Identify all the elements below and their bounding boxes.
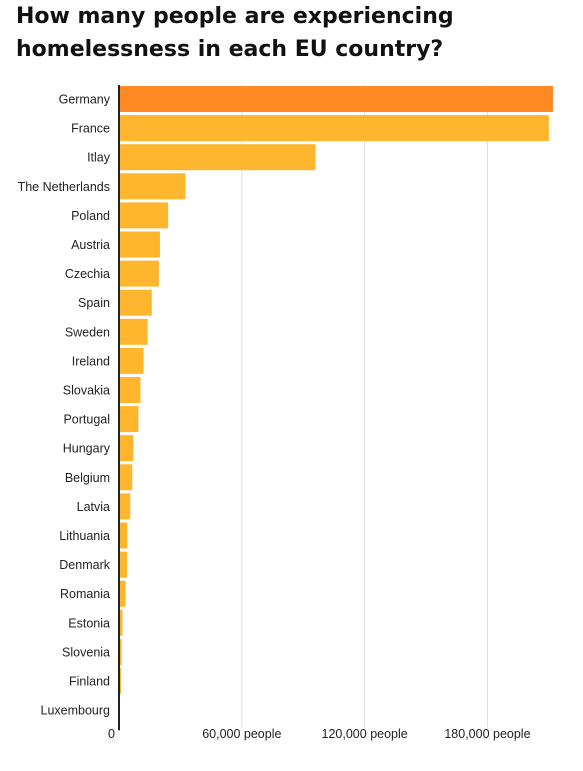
- bar-finland: [119, 668, 122, 694]
- bar-the-netherlands: [119, 173, 186, 200]
- category-label: The Netherlands: [18, 180, 110, 194]
- bar-slovenia: [119, 638, 122, 665]
- x-tick-label: 180,000 people: [444, 727, 530, 741]
- bar-itlay: [119, 144, 316, 171]
- x-axis-ticks: 0 60,000 people 120,000 people 180,000 peop…: [108, 727, 531, 741]
- category-label: Denmark: [59, 558, 110, 572]
- category-label: Belgium: [65, 471, 110, 485]
- bar-czechia: [119, 260, 159, 287]
- gridlines: [241, 85, 488, 728]
- bars: [119, 86, 553, 724]
- bar-romania: [119, 580, 126, 607]
- category-label: Czechia: [65, 267, 110, 281]
- x-tick-label: 0: [108, 727, 115, 741]
- bar-slovakia: [119, 377, 141, 403]
- category-label: Hungary: [63, 442, 111, 456]
- bar-belgium: [119, 464, 133, 491]
- bar-spain: [119, 289, 152, 316]
- category-label: Poland: [71, 209, 110, 223]
- category-label: Sweden: [65, 325, 110, 339]
- category-label: France: [71, 122, 110, 136]
- category-labels: Germany France Itlay The Netherlands Poland A…: [18, 93, 111, 718]
- bar-sweden: [119, 318, 148, 345]
- bar-hungary: [119, 435, 134, 462]
- category-label: Slovakia: [63, 384, 110, 398]
- category-label: Slovenia: [62, 645, 110, 659]
- bar-france: [119, 115, 549, 142]
- bar-denmark: [119, 551, 127, 578]
- bar-estonia: [119, 609, 123, 636]
- bar-poland: [119, 202, 169, 229]
- bar-lithuania: [119, 522, 128, 549]
- chart-title: How many people are experiencing homeles…: [16, 4, 454, 62]
- category-label: Spain: [78, 296, 110, 310]
- x-tick-label: 120,000 people: [322, 727, 408, 741]
- category-label: Portugal: [63, 413, 110, 427]
- category-label: Ireland: [72, 354, 110, 368]
- category-label: Itlay: [87, 151, 111, 165]
- category-label: Estonia: [68, 616, 110, 630]
- x-tick-label: 60,000 people: [202, 727, 281, 741]
- bar-ireland: [119, 347, 144, 374]
- category-label: Luxembourg: [41, 704, 111, 718]
- bar-latvia: [119, 493, 131, 520]
- category-label: Finland: [69, 675, 110, 689]
- bar-portugal: [119, 406, 139, 433]
- category-label: Germany: [59, 93, 111, 107]
- bar-germany: [119, 86, 553, 112]
- category-label: Austria: [71, 238, 110, 252]
- category-label: Romania: [60, 587, 110, 601]
- category-label: Latvia: [77, 500, 110, 514]
- bar-austria: [119, 231, 160, 258]
- category-label: Lithuania: [59, 529, 110, 543]
